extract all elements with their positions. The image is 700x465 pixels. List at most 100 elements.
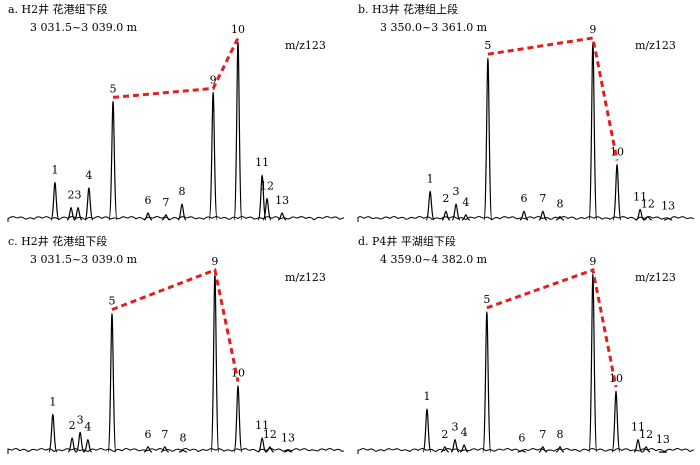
peak	[538, 446, 547, 453]
peak-label: 7	[161, 428, 168, 441]
panel-title: c. H2井 花港组下段	[8, 234, 107, 248]
baseline-trace	[7, 448, 345, 454]
peak-label: 4	[85, 169, 92, 182]
peak	[284, 449, 293, 453]
peak-label: 11	[633, 190, 647, 203]
panel-subtitle: 4 359.0~4 382.0 m	[380, 253, 488, 266]
peak-label: 2	[442, 192, 449, 205]
peak	[233, 384, 243, 453]
peak-label: 7	[162, 196, 169, 209]
peak-label: 5	[484, 39, 491, 52]
peak-label: 13	[661, 199, 675, 212]
peak-label: 9	[211, 255, 218, 268]
peak-label: 7	[539, 192, 546, 205]
peak	[160, 446, 169, 453]
baseline-trace	[7, 215, 345, 222]
peak-label: 10	[610, 145, 624, 158]
peak	[277, 212, 287, 221]
peak-label: 5	[483, 293, 490, 306]
peak	[459, 444, 469, 453]
peak-label: 12	[641, 198, 655, 211]
peak	[441, 210, 451, 221]
trend-line	[111, 267, 240, 382]
panel-title: d. P4井 平湖组下段	[358, 234, 456, 248]
trend-line	[486, 268, 618, 388]
peak-label: 5	[110, 82, 117, 95]
peak	[210, 273, 220, 453]
peak-label: 7	[539, 428, 546, 441]
peak	[588, 41, 598, 221]
peak	[73, 206, 83, 221]
peak-label: 1	[427, 172, 434, 185]
peak	[208, 91, 218, 221]
peak	[588, 273, 598, 453]
peak	[425, 190, 435, 221]
peak-label: 3	[75, 189, 82, 202]
peak-label: 8	[179, 185, 186, 198]
peak-label: 11	[255, 419, 269, 432]
peak	[611, 390, 621, 453]
peak	[107, 312, 117, 453]
peak	[75, 431, 85, 453]
peak	[451, 203, 461, 221]
peak-label: 8	[180, 431, 187, 444]
panel-subtitle: 3 350.0~3 361.0 m	[380, 21, 488, 34]
peak	[84, 187, 94, 221]
peak	[664, 217, 673, 221]
peak	[179, 449, 188, 453]
mz-label: m/z123	[635, 271, 676, 284]
peak	[641, 446, 651, 453]
peak	[48, 413, 58, 453]
peak	[538, 210, 548, 221]
mz-label: m/z123	[285, 271, 326, 284]
panel-subtitle: 3 031.5~3 039.0 m	[30, 253, 138, 266]
peak-label: 9	[210, 73, 217, 86]
trend-line	[487, 36, 619, 161]
peak-label: 12	[260, 180, 274, 193]
peak-label: 3	[452, 421, 459, 434]
peak-label: 5	[109, 295, 116, 308]
peak-label: 6	[145, 194, 152, 207]
peak-label: 12	[639, 428, 653, 441]
peak	[262, 197, 272, 221]
peak-label: 13	[281, 431, 295, 444]
peak-label: 6	[145, 428, 152, 441]
peak	[440, 446, 449, 453]
peak	[50, 181, 60, 221]
peak-label: 1	[49, 395, 56, 408]
peak-label: 8	[557, 428, 564, 441]
peak	[265, 446, 274, 453]
peak-label: 8	[557, 198, 564, 211]
peak-label: 2	[69, 419, 76, 432]
peak	[257, 437, 267, 453]
mz-label: m/z123	[635, 39, 676, 52]
peak-label: 10	[609, 372, 623, 385]
panel-title: b. H3井 花港组上段	[358, 2, 458, 16]
peak	[257, 174, 267, 221]
peak	[643, 215, 652, 221]
peak	[519, 210, 529, 221]
peak	[461, 214, 470, 221]
peak	[555, 215, 565, 221]
peak	[108, 100, 118, 221]
peak	[143, 212, 153, 221]
peak	[233, 41, 243, 221]
peak	[143, 446, 153, 453]
mz-label: m/z123	[285, 39, 326, 52]
peak	[422, 408, 432, 453]
peak	[161, 214, 171, 221]
peak	[483, 57, 493, 221]
peak-label: 4	[84, 421, 91, 434]
peak	[635, 208, 645, 221]
peak	[517, 449, 526, 453]
peak	[66, 206, 76, 221]
peak-label: 1	[424, 390, 431, 403]
peak-label: 9	[589, 23, 596, 36]
peak-label: 4	[462, 196, 469, 209]
panel-subtitle: 3 031.5~3 039.0 m	[30, 21, 138, 34]
peak-label: 11	[255, 156, 269, 169]
peak-label: 1	[51, 163, 58, 176]
